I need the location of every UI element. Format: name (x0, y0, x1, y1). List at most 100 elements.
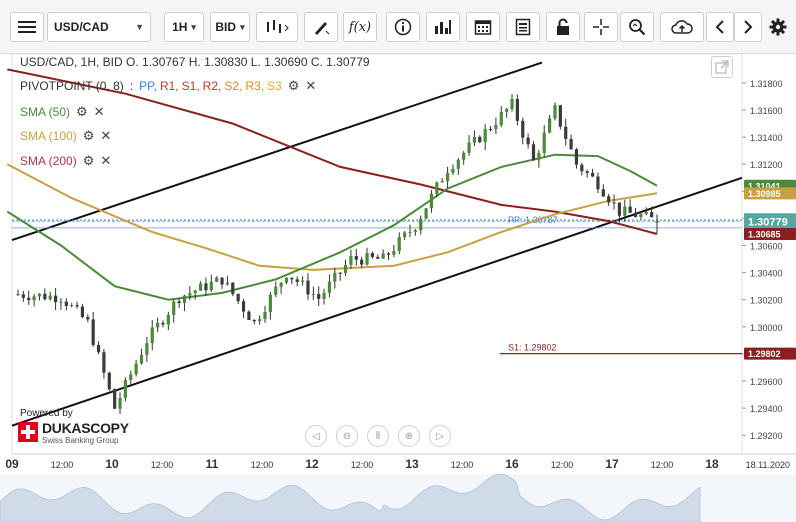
candle-body (445, 172, 450, 182)
x-tick-label: 11 (206, 457, 219, 471)
candle-body (553, 105, 557, 119)
s1-level-label: S1: 1.29802 (508, 343, 557, 353)
candle-body (623, 206, 627, 216)
expand-button[interactable] (711, 56, 733, 78)
side-selector[interactable]: BID ▾ (210, 12, 250, 42)
chart-type-icon (267, 20, 289, 33)
x-tick-label: 13 (405, 457, 419, 471)
menu-button[interactable] (10, 12, 44, 42)
candle-body (236, 293, 240, 302)
candle-body (177, 301, 181, 304)
chart-type-button[interactable] (256, 12, 298, 42)
close-icon[interactable]: ✕ (100, 128, 112, 143)
pivot-level-label: R1, (159, 79, 179, 93)
candle-body (548, 118, 552, 133)
navigator-area (0, 473, 701, 522)
price-label-box (744, 347, 796, 360)
candle-body (381, 253, 385, 259)
function-button[interactable]: f(x) (343, 12, 377, 42)
scroll-back-button[interactable] (706, 12, 734, 42)
price-label-box (744, 187, 796, 200)
candle-body (515, 98, 519, 121)
settings-gear-icon[interactable]: ⚙ (76, 104, 88, 119)
candle-body (601, 189, 605, 197)
zoom-in-button[interactable]: ⊕ (398, 425, 420, 447)
y-tick-label: 1.29400 (750, 404, 783, 414)
settings-gear-icon (769, 18, 787, 36)
candle-body (451, 168, 455, 173)
candle-body (53, 295, 58, 303)
pivot-level-label: R2, (202, 79, 222, 93)
candle-body (96, 344, 101, 353)
candle-body (526, 137, 530, 145)
candle-body (156, 322, 160, 328)
y-tick-label: 1.30200 (750, 296, 783, 306)
candle-body (295, 279, 299, 282)
sma50-line (6, 153, 658, 301)
settings-button[interactable] (764, 12, 792, 42)
pp-level-label: PP: 1.30787 (508, 215, 558, 225)
candle-body (172, 301, 176, 315)
zoom-button[interactable] (620, 12, 654, 42)
scroll-right-button[interactable]: ▷ (429, 425, 451, 447)
candle-body (655, 221, 659, 223)
x-tick-label: 18 (705, 457, 719, 471)
sma200-label: SMA (200) (20, 154, 77, 168)
candle-body (102, 352, 106, 373)
price-label-text: 1.30779 (748, 216, 788, 228)
candle-body (16, 294, 20, 296)
candle-body (204, 283, 208, 291)
crosshair-button[interactable] (584, 12, 618, 42)
candle-body (408, 231, 412, 233)
indicators-button[interactable] (426, 12, 460, 42)
scroll-left-button[interactable]: ◁ (305, 425, 327, 447)
fit-button[interactable]: ⫴ (367, 425, 389, 447)
settings-gear-icon[interactable]: ⚙ (82, 128, 95, 143)
calendar-icon (474, 20, 492, 35)
x-tick-label: 16 (505, 457, 519, 471)
close-icon[interactable]: ✕ (305, 78, 317, 93)
cloud-upload-icon (671, 20, 693, 34)
close-icon[interactable]: ✕ (93, 104, 105, 119)
candle-body (193, 290, 197, 294)
candle-body (456, 159, 460, 169)
price-label-box (744, 213, 796, 230)
candle-body (64, 301, 68, 306)
cloud-upload-button[interactable] (660, 12, 704, 42)
candle-body (413, 230, 417, 232)
candle-body (612, 202, 616, 204)
arrow-right-icon (744, 20, 753, 34)
candle-body (333, 272, 337, 282)
price-label-text: 1.30685 (748, 229, 781, 239)
hamburger-icon (18, 21, 36, 33)
candle-body (258, 319, 262, 322)
candle-body (494, 125, 498, 129)
pivot-level-label: S2, (224, 79, 243, 93)
settings-gear-icon[interactable]: ⚙ (82, 153, 95, 168)
zoom-out-button[interactable]: ⊖ (336, 425, 358, 447)
price-chart[interactable]: 1.318001.316001.314001.312001.310001.308… (0, 54, 796, 522)
scroll-forward-button[interactable] (734, 12, 762, 42)
plot-area (11, 54, 743, 455)
candle-body (161, 322, 165, 325)
lock-button[interactable] (546, 12, 580, 42)
draw-button[interactable] (304, 12, 338, 42)
candle-body (462, 152, 466, 160)
info-button[interactable] (386, 12, 420, 42)
x-tick-label: 12:00 (151, 460, 174, 470)
candle-body (27, 297, 31, 301)
candle-body (580, 164, 584, 172)
candle-body (360, 259, 364, 265)
calendar-button[interactable] (466, 12, 500, 42)
news-button[interactable] (506, 12, 540, 42)
candle-body (91, 319, 95, 345)
close-icon[interactable]: ✕ (100, 153, 112, 168)
settings-gear-icon[interactable]: ⚙ (287, 78, 300, 93)
symbol-selector[interactable]: USD/CAD ▼ (47, 12, 151, 42)
candle-body (478, 136, 482, 143)
timeframe-selector[interactable]: 1H ▾ (164, 12, 204, 42)
x-tick-label: 12:00 (451, 460, 474, 470)
lock-icon (557, 18, 569, 35)
x-tick-label: 12:00 (651, 460, 674, 470)
candle-body (252, 319, 256, 322)
